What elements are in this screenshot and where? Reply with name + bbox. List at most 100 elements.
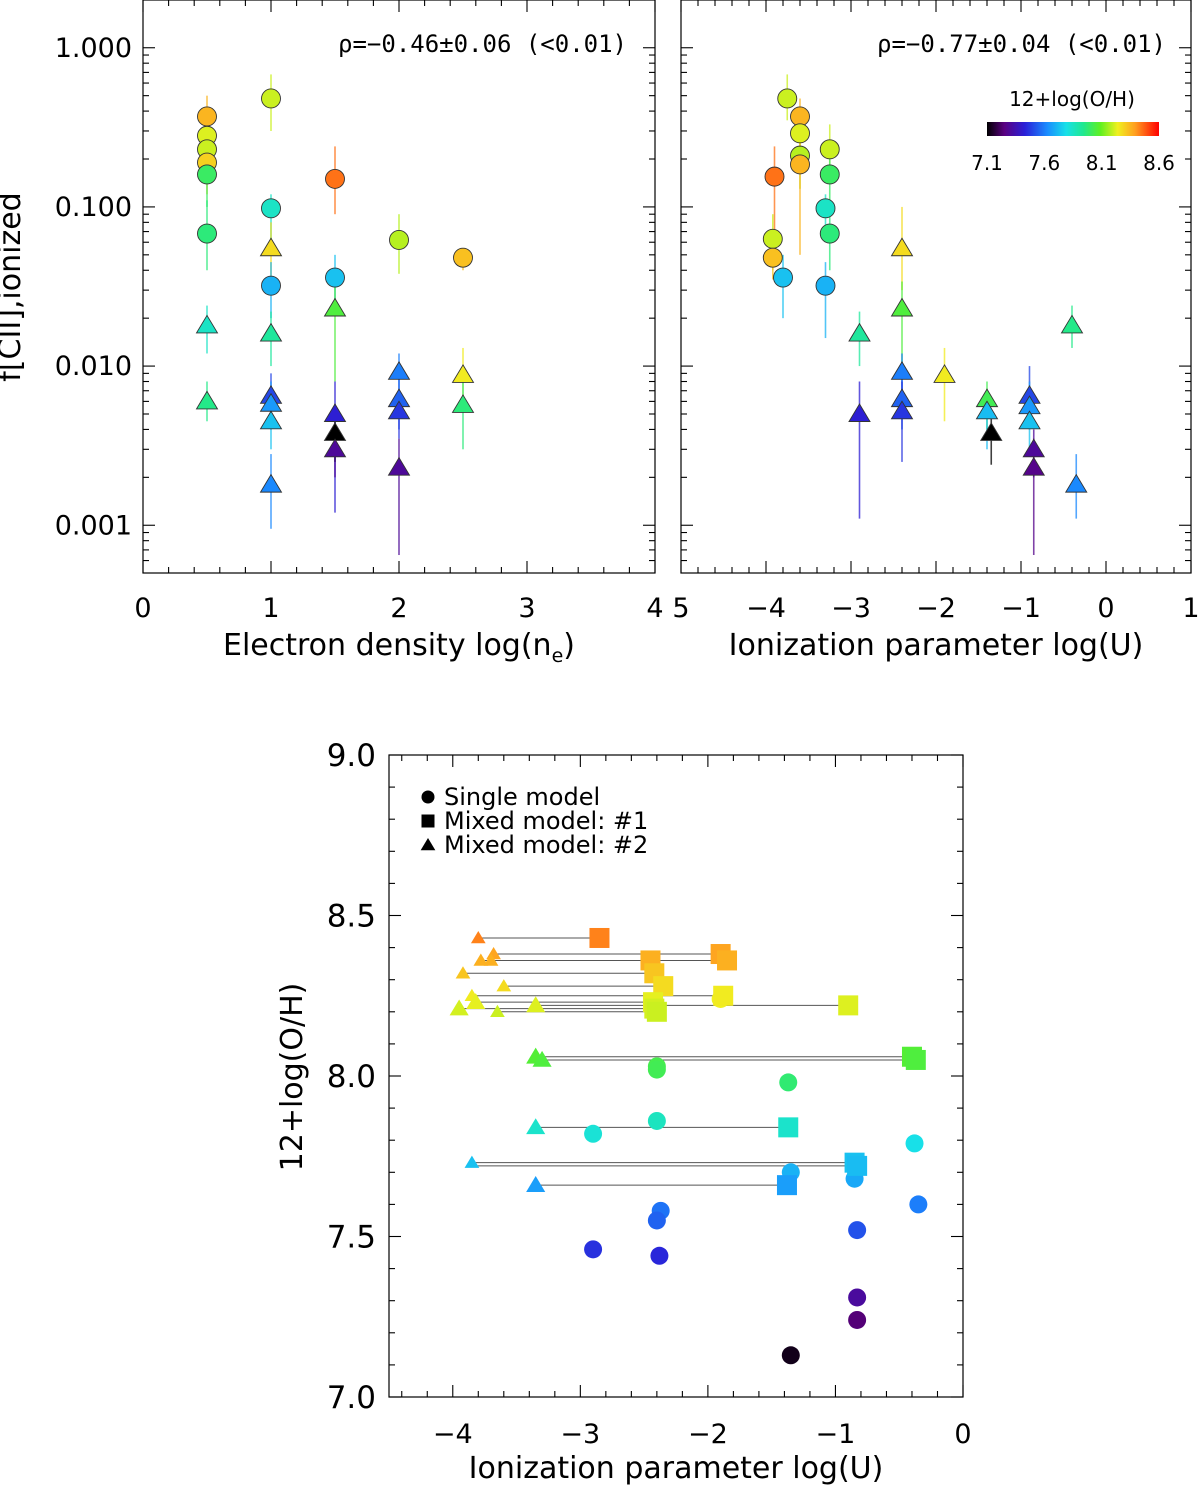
data-point-circle [790, 154, 810, 175]
data-point-circle [819, 139, 840, 160]
mixed-model-1-point [589, 927, 610, 948]
data-point-circle [762, 228, 783, 249]
data-point-triangle [195, 390, 219, 410]
mixed-model-1-point [713, 985, 734, 1006]
single-model-point [647, 1211, 666, 1230]
panel-b-frame [680, 0, 1192, 574]
single-model-point [584, 1240, 603, 1259]
data-point-circle [261, 88, 281, 109]
data-point-triangle [848, 322, 871, 342]
legend-square-marker [421, 814, 435, 828]
x-tick-label: −3 [831, 593, 871, 624]
single-model-point [909, 1195, 928, 1214]
colorbar-title: 12+log(O/H) [1009, 87, 1135, 111]
data-point-triangle [195, 314, 219, 334]
colorbar-tick-label: 8.6 [1143, 151, 1175, 175]
colorbar-gradient [987, 122, 1159, 136]
colorbar-tick-labels: 7.1 7.6 8.1 8.6 [971, 151, 1175, 175]
y-tick-label: 9.0 [327, 738, 376, 774]
panel-b-ticks: 5 −4 −3 −2 −1 0 1 [672, 0, 1200, 624]
data-point-circle [261, 275, 281, 296]
data-point-circle [197, 106, 217, 127]
mixed-model-2-point [496, 979, 512, 992]
mixed-model-1-point [838, 995, 859, 1016]
y-tick-label: 8.0 [327, 1059, 376, 1095]
x-tick-label: 0 [1097, 593, 1114, 624]
colorbar-tick-label: 8.1 [1086, 151, 1118, 175]
data-point-circle [325, 267, 345, 288]
x-tick-label: −1 [816, 1419, 856, 1450]
data-point-circle [764, 166, 785, 187]
colorbar-tick-label: 7.6 [1028, 151, 1060, 175]
colorbar-tick-label: 7.1 [971, 151, 1003, 175]
mixed-model-1-point [847, 1155, 868, 1176]
data-point-triangle [259, 410, 283, 430]
data-point-triangle [387, 400, 411, 420]
mixed-model-1-point [778, 1117, 799, 1138]
x-tick-label: 0 [954, 1419, 971, 1450]
data-point-circle [819, 164, 840, 185]
data-point-circle [815, 198, 836, 219]
single-model-point [905, 1134, 924, 1153]
y-tick-label: 0.001 [55, 510, 132, 541]
data-point-triangle [975, 400, 999, 420]
data-point-circle [815, 275, 836, 296]
legend-label: Mixed model: #2 [444, 831, 648, 859]
mixed-model-2-point [532, 1050, 552, 1067]
mixed-model-1-point [717, 950, 738, 971]
single-model-point [647, 1111, 666, 1130]
data-point-triangle [890, 297, 914, 317]
data-point-triangle [1060, 314, 1084, 334]
panel-c-metallicity: −4 −3 −2 −1 07.07.58.08.59.0 Single modelMix… [275, 738, 972, 1486]
data-point-triangle [323, 438, 347, 458]
data-point-triangle [890, 400, 914, 420]
mixed-model-2-point [464, 1155, 480, 1168]
data-point-triangle [387, 456, 411, 476]
mixed-model-2-point [483, 953, 499, 966]
panel-c-markers [449, 927, 928, 1365]
panel-a-ylabel: f[CII],ionized [0, 192, 28, 381]
legend-triangle-marker [420, 838, 436, 851]
data-point-triangle [259, 322, 283, 342]
panel-b-ionization-parameter: 5 −4 −3 −2 −1 0 1 ρ=−0.77±0.04 (<0.01) Ionizat… [672, 0, 1200, 663]
y-tick-label: 7.0 [327, 1380, 376, 1416]
mixed-model-2-point [526, 1118, 546, 1135]
panel-b-correlation-annotation: ρ=−0.77±0.04 (<0.01) [877, 30, 1166, 58]
mixed-model-2-point [490, 1004, 505, 1018]
x-tick-label: 4 [646, 593, 663, 624]
data-point-triangle [1022, 438, 1046, 458]
data-point-triangle [451, 364, 475, 383]
mixed-model-1-point [905, 1049, 926, 1070]
data-point-circle [389, 230, 409, 250]
x-tick-label: 3 [518, 593, 535, 624]
data-point-circle [197, 164, 217, 185]
data-point-circle [790, 123, 810, 144]
legend-label: Mixed model: #1 [444, 807, 648, 835]
single-model-point [584, 1124, 603, 1143]
data-point-triangle [1064, 473, 1088, 493]
data-point-circle [261, 198, 281, 219]
data-point-circle [197, 223, 217, 244]
mixed-model-2-point [455, 966, 471, 979]
mixed-model-2-point [526, 996, 546, 1013]
data-point-triangle [387, 360, 411, 380]
x-tick-label: −3 [560, 1419, 600, 1450]
mixed-model-1-point [776, 1175, 797, 1196]
x-tick-label: 1 [262, 593, 279, 624]
data-point-triangle [259, 473, 283, 493]
single-model-point [650, 1246, 669, 1265]
data-point-triangle [890, 237, 914, 257]
mixed-model-2-point [466, 993, 486, 1009]
data-point-triangle [1022, 456, 1046, 476]
panel-a-ticks: 0 1 2 3 4 0.001 0.010 0.100 1.000 [55, 0, 664, 624]
y-tick-label: 8.5 [327, 899, 376, 935]
x-tick-label: −2 [688, 1419, 728, 1450]
mixed-model-1-point [646, 1001, 667, 1022]
mixed-model-2-point [473, 953, 489, 966]
x-tick-label: −1 [1001, 593, 1041, 624]
y-tick-label: 0.010 [55, 351, 132, 382]
data-point-triangle [323, 297, 347, 317]
x-tick-label: −2 [916, 593, 956, 624]
